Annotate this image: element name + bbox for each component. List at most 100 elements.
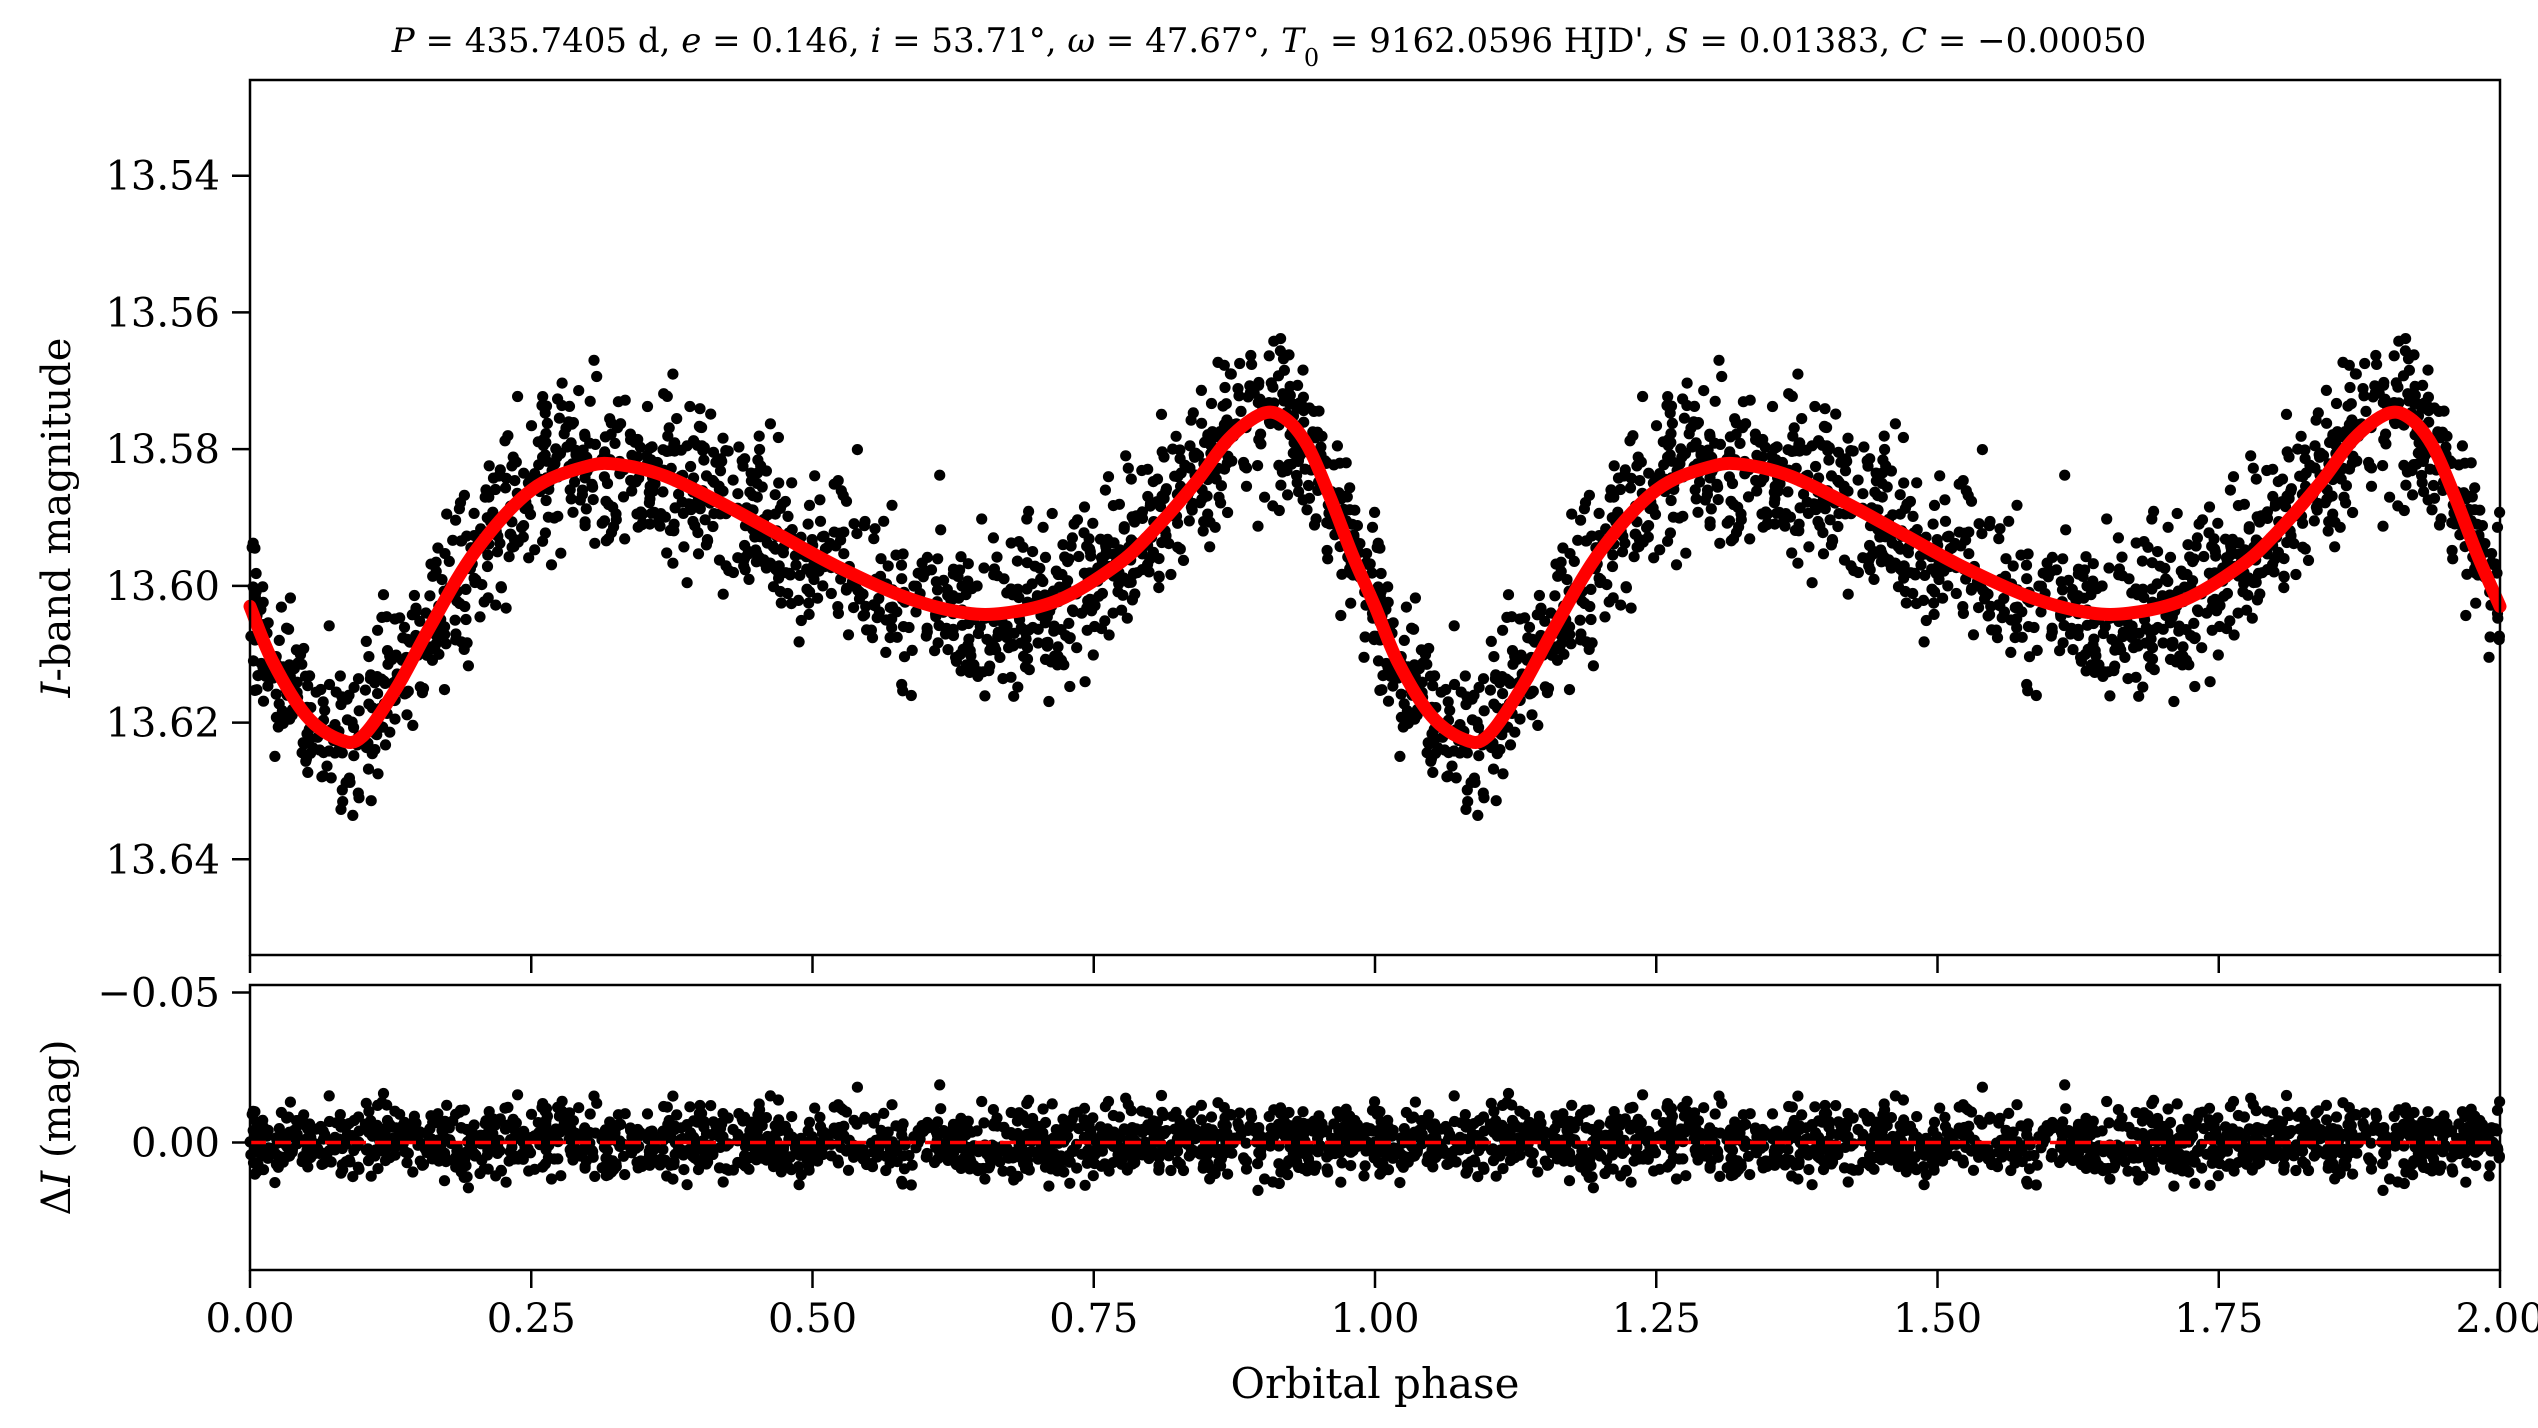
- label-segment-11: S: [1665, 21, 1688, 61]
- observation-point: [882, 560, 894, 572]
- observation-point: [1564, 621, 1576, 633]
- residual-point: [760, 1154, 773, 1166]
- observation-point: [319, 704, 331, 717]
- observation-point: [2082, 643, 2094, 655]
- observation-point: [1996, 612, 2008, 624]
- observation-point: [1939, 515, 1952, 527]
- observation-point: [1198, 516, 1210, 528]
- residual-point: [1066, 1144, 1079, 1156]
- observation-point: [518, 467, 530, 479]
- observation-point: [1821, 440, 1833, 452]
- residual-point: [1297, 1106, 1309, 1118]
- residual-point: [1374, 1106, 1386, 1118]
- label-segment-10: = 9162.0596 HJD',: [1319, 21, 1665, 61]
- observation-point: [760, 562, 773, 574]
- observation-point: [483, 460, 495, 472]
- observation-point: [1624, 435, 1636, 447]
- residual-point: [1136, 1105, 1148, 1117]
- residual-point: [487, 1113, 500, 1125]
- observation-point: [500, 602, 512, 614]
- observation-point: [1993, 533, 2005, 545]
- observation-point: [1755, 476, 1767, 488]
- observation-point: [556, 377, 568, 389]
- observation-point: [1825, 539, 1837, 551]
- observation-point: [1963, 526, 1975, 538]
- observation-point: [2187, 556, 2199, 568]
- observation-point: [511, 390, 524, 403]
- residual-point: [347, 1171, 359, 1183]
- observation-point: [2418, 486, 2430, 498]
- observation-point: [896, 678, 908, 691]
- observation-point: [1351, 520, 1363, 532]
- observation-point: [1683, 428, 1695, 440]
- observation-point: [2196, 642, 2208, 654]
- observation-point: [1986, 624, 1998, 636]
- observation-point: [273, 634, 285, 647]
- observation-point: [828, 526, 840, 538]
- observation-point: [947, 568, 960, 580]
- observation-point: [2142, 541, 2154, 553]
- observation-point: [2132, 589, 2144, 601]
- observation-point: [1144, 500, 1156, 512]
- residual-point: [1737, 1109, 1749, 1121]
- observation-point: [2033, 580, 2045, 592]
- residual-point: [438, 1175, 451, 1187]
- residual-point: [551, 1127, 563, 1139]
- observation-point: [296, 658, 308, 670]
- observation-point: [1079, 676, 1091, 688]
- observation-point: [1394, 750, 1406, 763]
- residual-point: [942, 1131, 954, 1143]
- observation-point: [1902, 547, 1914, 559]
- residual-point: [816, 1127, 829, 1139]
- observation-point: [2191, 604, 2204, 616]
- residual-point: [689, 1152, 701, 1164]
- observation-point: [2338, 491, 2350, 503]
- observation-point: [284, 592, 296, 604]
- observation-point: [1066, 532, 1078, 544]
- observation-point: [749, 531, 761, 543]
- observation-point: [2067, 589, 2079, 602]
- observation-point: [1441, 771, 1453, 783]
- observation-point: [775, 597, 787, 609]
- observation-point: [974, 621, 986, 633]
- observation-point: [1443, 747, 1455, 759]
- observation-point: [563, 416, 575, 428]
- residual-point: [1100, 1125, 1112, 1137]
- observation-point: [1189, 451, 1201, 463]
- observation-point: [1523, 621, 1536, 633]
- residual-point: [713, 1162, 726, 1174]
- observation-point: [2085, 589, 2097, 601]
- observation-point: [460, 613, 472, 626]
- observation-point: [1824, 514, 1836, 526]
- observation-point: [1177, 554, 1190, 567]
- observation-point: [1926, 563, 1938, 575]
- observation-point: [489, 483, 501, 496]
- residual-point: [1175, 1125, 1187, 1137]
- residual-point: [767, 1143, 779, 1155]
- residual-point: [905, 1179, 917, 1191]
- observation-point: [2347, 506, 2359, 519]
- observation-point: [1716, 370, 1728, 383]
- observation-point: [868, 533, 880, 545]
- observation-point: [447, 534, 459, 546]
- observation-point: [1488, 698, 1500, 710]
- observation-point: [1701, 484, 1714, 496]
- observation-point: [1676, 451, 1688, 463]
- residual-point: [1806, 1179, 1818, 1191]
- observation-point: [440, 638, 452, 650]
- observation-point: [436, 574, 448, 586]
- observation-point: [743, 573, 755, 586]
- observation-point: [1321, 544, 1333, 557]
- observation-point: [1648, 552, 1660, 564]
- observation-point: [441, 508, 453, 520]
- observation-point: [1017, 541, 1029, 553]
- observation-point: [2283, 492, 2295, 505]
- observation-point: [2278, 553, 2290, 565]
- observation-point: [607, 501, 619, 513]
- observation-point: [438, 684, 451, 696]
- observation-point: [1870, 467, 1882, 479]
- observation-point: [866, 632, 879, 644]
- residual-point: [786, 1111, 798, 1123]
- observation-point: [2398, 504, 2410, 517]
